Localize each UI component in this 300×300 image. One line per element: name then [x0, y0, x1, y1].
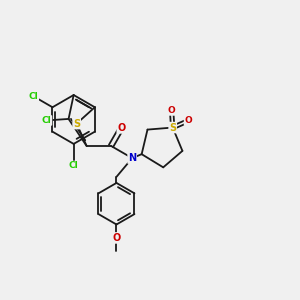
Text: O: O: [112, 233, 121, 243]
Text: O: O: [184, 116, 192, 125]
Text: O: O: [117, 123, 125, 133]
Text: Cl: Cl: [28, 92, 38, 101]
Text: S: S: [169, 123, 176, 133]
Text: N: N: [128, 153, 136, 163]
Text: S: S: [73, 118, 80, 129]
Text: Cl: Cl: [42, 116, 52, 125]
Text: Cl: Cl: [69, 161, 79, 170]
Text: O: O: [168, 106, 176, 115]
